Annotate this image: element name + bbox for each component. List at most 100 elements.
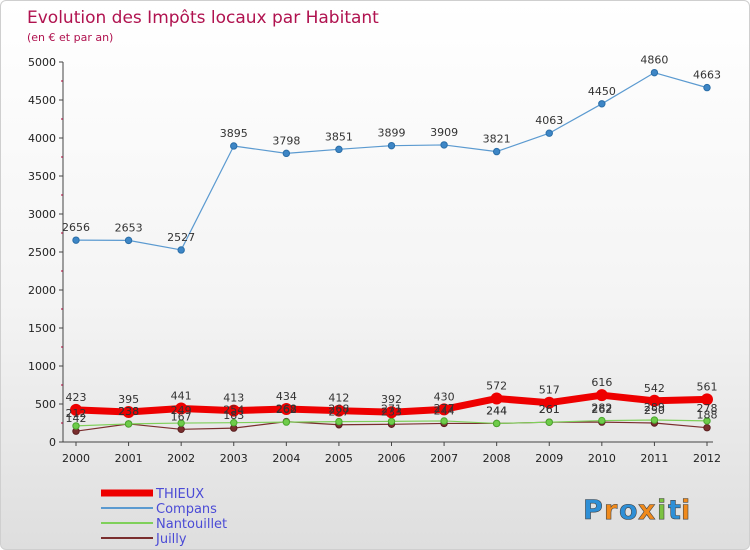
data-label-compans: 3895 xyxy=(220,127,248,140)
data-point-nantouillet xyxy=(440,417,448,425)
data-label-juilly: 238 xyxy=(118,405,139,418)
data-point-compans xyxy=(230,142,238,150)
data-label-nantouillet: 278 xyxy=(697,402,718,415)
x-tick-label: 2008 xyxy=(483,452,511,465)
x-tick-label: 2010 xyxy=(588,452,616,465)
data-point-thieux xyxy=(227,404,240,417)
data-label-compans: 3909 xyxy=(430,126,458,139)
data-label-thieux: 561 xyxy=(697,380,718,393)
x-tick-label: 2007 xyxy=(430,452,458,465)
x-tick-label: 2002 xyxy=(167,452,195,465)
data-point-thieux xyxy=(280,403,293,416)
x-tick-label: 2000 xyxy=(62,452,90,465)
x-tick-label: 2006 xyxy=(378,452,406,465)
data-label-thieux: 434 xyxy=(276,390,297,403)
data-point-nantouillet xyxy=(124,420,133,428)
x-tick-label: 2011 xyxy=(640,452,668,465)
y-tick-label: 4000 xyxy=(28,132,56,145)
logo-letter: i xyxy=(681,495,690,526)
data-label-nantouillet: 212 xyxy=(66,407,87,420)
data-label-thieux: 395 xyxy=(118,393,139,406)
data-point-thieux xyxy=(332,404,345,417)
data-point-thieux xyxy=(122,405,135,418)
y-tick-label: 1000 xyxy=(28,360,56,373)
data-label-thieux: 430 xyxy=(434,390,455,403)
data-point-nantouillet xyxy=(492,419,501,428)
data-label-juilly: 227 xyxy=(328,406,349,419)
data-label-thieux: 412 xyxy=(328,392,349,405)
x-tick-label: 2004 xyxy=(272,452,300,465)
y-tick-label: 5000 xyxy=(28,56,56,69)
chart-subtitle: (en € et par an) xyxy=(27,31,113,44)
y-tick-label: 0 xyxy=(49,436,56,449)
data-label-compans: 2656 xyxy=(62,221,90,234)
data-point-compans xyxy=(177,246,185,254)
data-point-compans xyxy=(282,149,291,158)
series-layer xyxy=(70,68,713,435)
data-point-thieux xyxy=(543,396,556,409)
data-point-thieux xyxy=(70,403,82,416)
data-label-nantouillet: 271 xyxy=(381,402,402,415)
data-label-compans: 3798 xyxy=(272,134,300,147)
data-label-nantouillet: 261 xyxy=(539,403,560,416)
x-tick-label: 2005 xyxy=(325,452,353,465)
data-label-nantouillet: 238 xyxy=(118,405,139,418)
data-point-thieux xyxy=(701,393,713,406)
data-label-juilly: 142 xyxy=(66,412,87,425)
data-label-compans: 3899 xyxy=(378,127,406,140)
data-label-juilly: 167 xyxy=(171,410,192,423)
data-point-nantouillet xyxy=(650,416,659,424)
data-label-compans: 4663 xyxy=(693,69,721,82)
data-point-compans xyxy=(124,236,133,245)
data-point-nantouillet xyxy=(598,416,606,425)
legend-label-nantouillet: Nantouillet xyxy=(156,517,227,532)
data-point-compans xyxy=(545,129,553,137)
data-label-compans: 4450 xyxy=(588,85,616,98)
data-point-thieux xyxy=(438,403,451,416)
y-tick-label: 2000 xyxy=(28,284,56,297)
data-point-compans xyxy=(387,141,396,150)
x-tick-label: 2003 xyxy=(220,452,248,465)
data-point-thieux xyxy=(490,392,503,405)
legend-label-thieux: THIEUX xyxy=(155,487,204,502)
data-label-thieux: 392 xyxy=(381,393,402,406)
logo-letter: r xyxy=(604,495,618,526)
x-tick-label: 2009 xyxy=(535,452,563,465)
data-label-thieux: 413 xyxy=(223,392,244,405)
data-label-compans: 2527 xyxy=(167,231,195,244)
data-label-compans: 3821 xyxy=(483,133,511,146)
data-label-nantouillet: 289 xyxy=(644,401,665,414)
data-label-nantouillet: 277 xyxy=(434,402,455,415)
legend-label-juilly: Juilly xyxy=(155,532,187,547)
logo-letter: P xyxy=(583,495,603,526)
legend-label-compans: Compans xyxy=(156,502,217,517)
y-tick-label: 500 xyxy=(35,398,56,411)
data-point-nantouillet xyxy=(387,417,396,426)
y-tick-label: 3000 xyxy=(28,208,56,221)
axes: 0 500 1000 1500 2000 2500 3000 3500 4000 4500 5000… xyxy=(28,56,721,465)
y-tick-label: 3500 xyxy=(28,170,56,183)
data-label-nantouillet: 268 xyxy=(328,403,349,416)
data-point-nantouillet xyxy=(545,418,553,426)
logo-letter: t xyxy=(668,495,681,526)
data-point-compans xyxy=(72,236,80,244)
y-tick-label: 1500 xyxy=(28,322,56,335)
data-label-compans: 2653 xyxy=(115,221,143,234)
data-label-juilly: 233 xyxy=(381,405,402,418)
data-point-nantouillet xyxy=(703,417,711,425)
data-point-compans xyxy=(703,83,711,92)
data-point-nantouillet xyxy=(335,417,343,426)
data-point-nantouillet xyxy=(72,422,80,430)
x-tick-label: 2012 xyxy=(693,452,721,465)
data-label-nantouillet: 262 xyxy=(276,403,297,416)
data-label-juilly: 268 xyxy=(276,403,297,416)
data-point-thieux xyxy=(595,389,608,402)
data-point-thieux xyxy=(175,402,188,415)
data-label-compans: 4860 xyxy=(640,54,668,67)
chart-title: Evolution des Impôts locaux par Habitant xyxy=(27,8,379,28)
data-label-juilly: 188 xyxy=(697,409,718,422)
data-label-thieux: 616 xyxy=(591,376,612,389)
data-label-nantouillet: 254 xyxy=(223,404,244,417)
